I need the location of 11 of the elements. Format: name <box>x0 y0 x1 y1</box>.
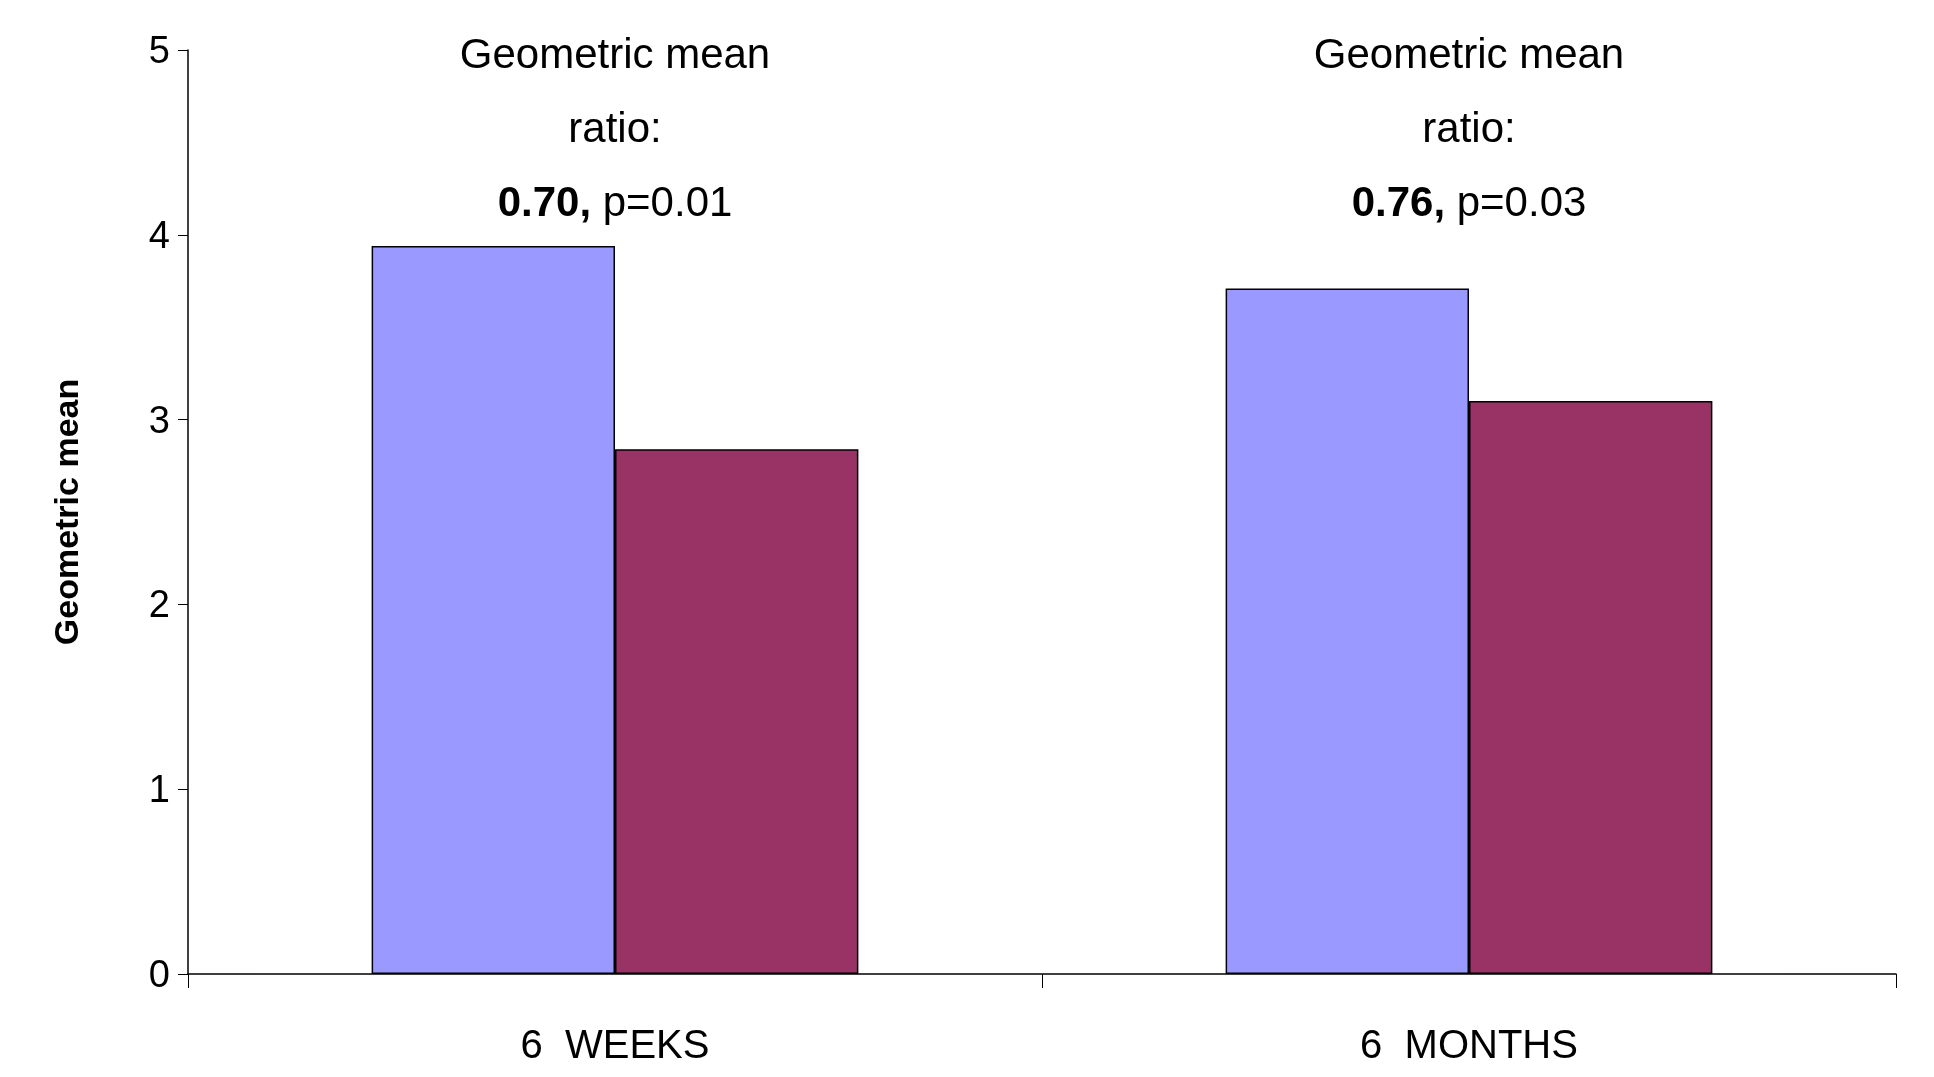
annotation: Geometric mean ratio: 0.76, p=0.03 <box>1313 29 1625 225</box>
y-tick-label: 3 <box>148 398 170 441</box>
x-tick-label: 6 WEEKS <box>520 1022 710 1066</box>
y-tick-label: 1 <box>148 768 170 811</box>
y-tick-label: 5 <box>148 29 170 71</box>
y-tick-label: 0 <box>148 953 170 995</box>
y-axis-title: Geometric mean <box>47 378 85 646</box>
annotation: Geometric mean ratio: 0.70, p=0.01 <box>459 29 771 225</box>
y-tick-label: 4 <box>148 213 170 256</box>
y-tick-label: 2 <box>148 583 170 626</box>
x-tick-label: 6 MONTHS <box>1360 1022 1578 1066</box>
